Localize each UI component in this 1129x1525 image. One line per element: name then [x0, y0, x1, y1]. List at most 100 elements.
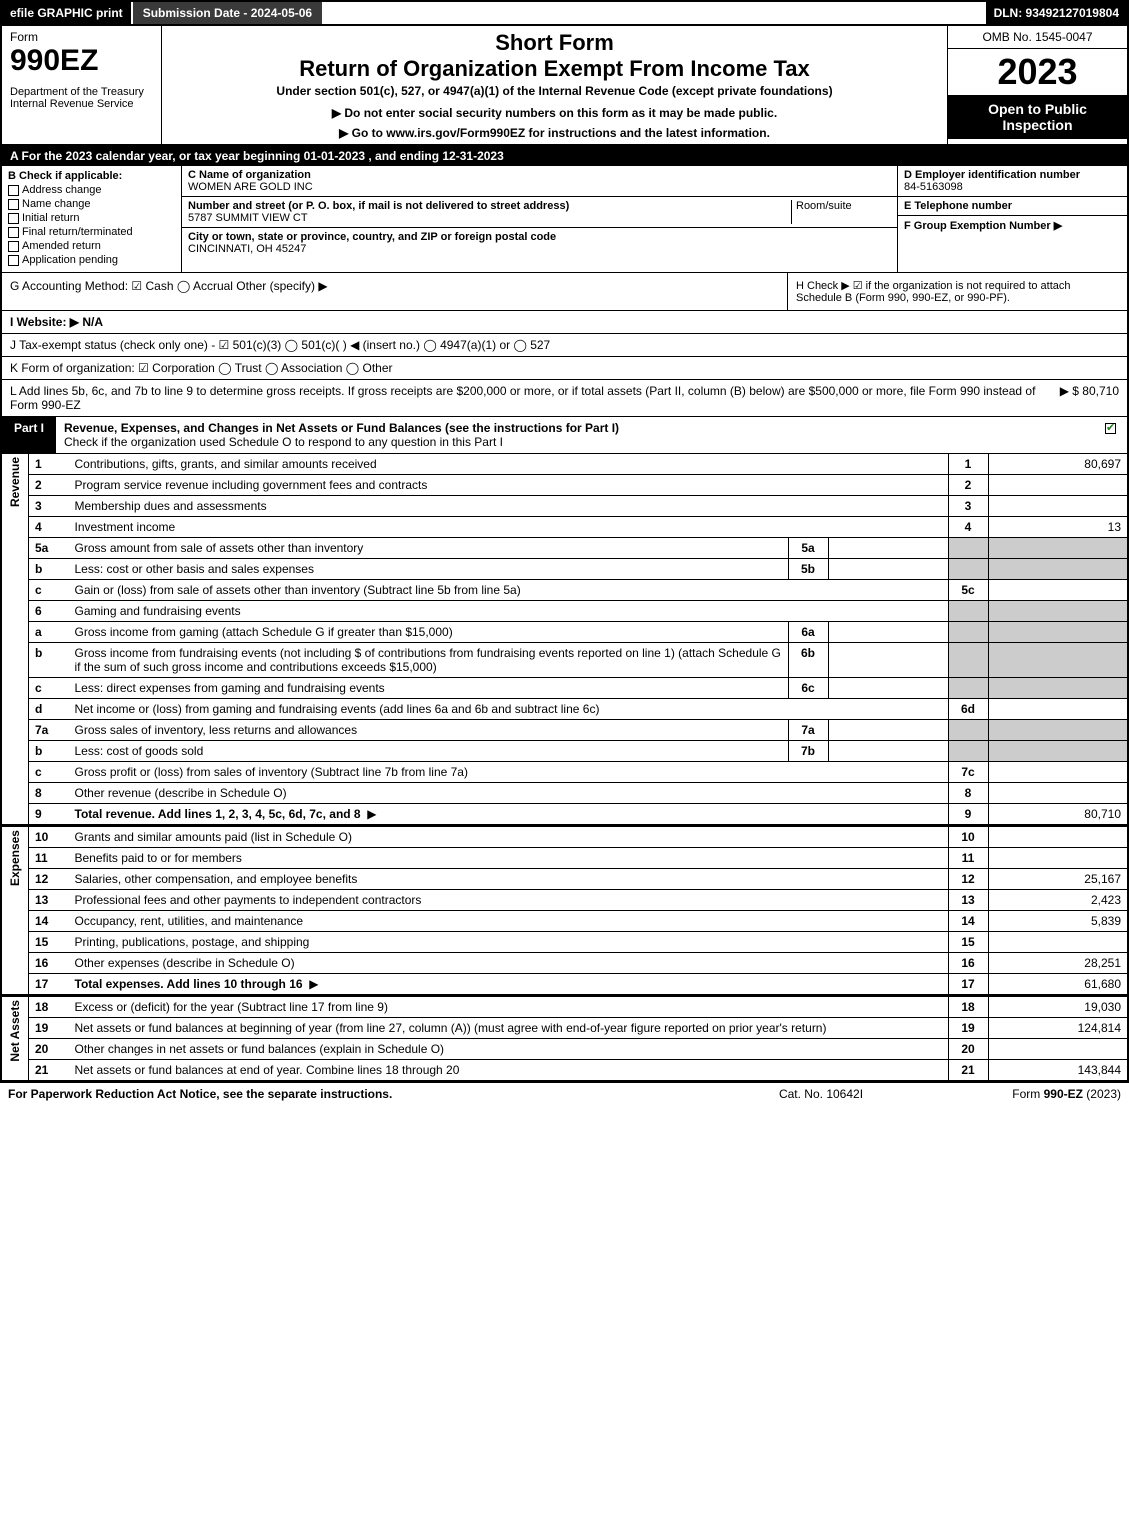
footer-right: Form Form 990-EZ (2023)990-EZ (2023) [921, 1087, 1121, 1101]
sub-line-value [828, 741, 948, 762]
section-b: B Check if applicable: Address change Na… [2, 166, 182, 272]
line-number: 5a [29, 538, 69, 559]
result-value: 80,710 [988, 804, 1128, 825]
result-line-number: 21 [948, 1060, 988, 1082]
line-desc: Excess or (deficit) for the year (Subtra… [69, 996, 949, 1018]
return-title: Return of Organization Exempt From Incom… [170, 56, 939, 82]
row-l-text: L Add lines 5b, 6c, and 7b to line 9 to … [10, 384, 1052, 412]
result-value: 13 [988, 517, 1128, 538]
line-number: 6 [29, 601, 69, 622]
sub-line-number: 6c [788, 678, 828, 699]
part-1-subtitle: Check if the organization used Schedule … [64, 435, 503, 449]
footer-mid: Cat. No. 10642I [721, 1087, 921, 1101]
grey-cell [988, 538, 1128, 559]
line-desc: Benefits paid to or for members [69, 848, 949, 869]
line-desc: Less: cost or other basis and sales expe… [69, 559, 789, 580]
row-a-tax-year: A For the 2023 calendar year, or tax yea… [0, 146, 1129, 166]
department: Department of the Treasury Internal Reve… [10, 86, 153, 110]
grey-cell [988, 741, 1128, 762]
line-desc: Grants and similar amounts paid (list in… [69, 826, 949, 848]
line-number: 8 [29, 783, 69, 804]
result-line-number: 20 [948, 1039, 988, 1060]
table-row: bLess: cost of goods sold7b [1, 741, 1128, 762]
part-1-checkbox[interactable] [1097, 417, 1127, 453]
line-desc: Investment income [69, 517, 949, 538]
line-number: 20 [29, 1039, 69, 1060]
chk-name-change[interactable]: Name change [8, 198, 175, 210]
line-number: d [29, 699, 69, 720]
chk-final-return[interactable]: Final return/terminated [8, 226, 175, 238]
table-row: 13Professional fees and other payments t… [1, 890, 1128, 911]
result-line-number: 17 [948, 974, 988, 995]
sub-line-value [828, 622, 948, 643]
chk-amended-return[interactable]: Amended return [8, 240, 175, 252]
table-row: 5aGross amount from sale of assets other… [1, 538, 1128, 559]
result-line-number: 1 [948, 454, 988, 475]
e-phone-cap: E Telephone number [904, 200, 1012, 212]
line-number: 11 [29, 848, 69, 869]
table-row: aGross income from gaming (attach Schedu… [1, 622, 1128, 643]
page-footer: For Paperwork Reduction Act Notice, see … [0, 1082, 1129, 1105]
table-row: 3Membership dues and assessments3 [1, 496, 1128, 517]
result-value: 143,844 [988, 1060, 1128, 1082]
table-row: dNet income or (loss) from gaming and fu… [1, 699, 1128, 720]
form-title-block: Short Form Return of Organization Exempt… [162, 26, 947, 144]
result-value [988, 762, 1128, 783]
line-desc: Less: cost of goods sold [69, 741, 789, 762]
result-value: 25,167 [988, 869, 1128, 890]
sub-line-number: 5a [788, 538, 828, 559]
line-desc: Occupancy, rent, utilities, and maintena… [69, 911, 949, 932]
line-number: 19 [29, 1018, 69, 1039]
ssn-note: ▶ Do not enter social security numbers o… [170, 106, 939, 120]
table-row: 15Printing, publications, postage, and s… [1, 932, 1128, 953]
result-line-number: 4 [948, 517, 988, 538]
result-value [988, 932, 1128, 953]
line-number: 18 [29, 996, 69, 1018]
sub-line-value [828, 678, 948, 699]
form-header: Form 990EZ Department of the Treasury In… [0, 26, 1129, 146]
chk-address-change[interactable]: Address change [8, 184, 175, 196]
grey-cell [988, 622, 1128, 643]
result-value: 19,030 [988, 996, 1128, 1018]
tax-year: 2023 [948, 49, 1127, 95]
efile-print[interactable]: efile GRAPHIC print [2, 2, 131, 24]
grey-cell [948, 538, 988, 559]
table-row: cGain or (loss) from sale of assets othe… [1, 580, 1128, 601]
sub-line-number: 7b [788, 741, 828, 762]
part-1-tab: Part I [2, 417, 56, 453]
result-value [988, 699, 1128, 720]
section-c: C Name of organization WOMEN ARE GOLD IN… [182, 166, 897, 272]
identity-block: B Check if applicable: Address change Na… [0, 166, 1129, 273]
table-row: bLess: cost or other basis and sales exp… [1, 559, 1128, 580]
grey-cell [948, 720, 988, 741]
line-number: b [29, 741, 69, 762]
result-line-number: 6d [948, 699, 988, 720]
result-value: 61,680 [988, 974, 1128, 995]
sub-line-value [828, 538, 948, 559]
result-line-number: 15 [948, 932, 988, 953]
goto-link[interactable]: ▶ Go to www.irs.gov/Form990EZ for instru… [170, 126, 939, 140]
line-desc: Other changes in net assets or fund bala… [69, 1039, 949, 1060]
result-line-number: 5c [948, 580, 988, 601]
table-row: Net Assets18Excess or (deficit) for the … [1, 996, 1128, 1018]
sub-line-number: 6b [788, 643, 828, 678]
row-i-website: I Website: ▶ N/A [0, 311, 1129, 334]
result-value: 80,697 [988, 454, 1128, 475]
revenue-table: Revenue1Contributions, gifts, grants, an… [0, 454, 1129, 825]
f-group-cap: F Group Exemption Number ▶ [904, 220, 1062, 232]
line-number: 9 [29, 804, 69, 825]
grey-cell [948, 741, 988, 762]
chk-application-pending[interactable]: Application pending [8, 254, 175, 266]
sub-line-value [828, 559, 948, 580]
table-row: Revenue1Contributions, gifts, grants, an… [1, 454, 1128, 475]
chk-initial-return[interactable]: Initial return [8, 212, 175, 224]
submission-date: Submission Date - 2024-05-06 [131, 2, 322, 24]
section-label: Expenses [8, 830, 22, 886]
room-suite-cap: Room/suite [796, 200, 852, 212]
org-city: CINCINNATI, OH 45247 [188, 243, 306, 255]
form-id-block: Form 990EZ Department of the Treasury In… [2, 26, 162, 144]
table-row: Expenses10Grants and similar amounts pai… [1, 826, 1128, 848]
part-1-header: Part I Revenue, Expenses, and Changes in… [0, 417, 1129, 454]
line-number: 12 [29, 869, 69, 890]
table-row: 12Salaries, other compensation, and empl… [1, 869, 1128, 890]
